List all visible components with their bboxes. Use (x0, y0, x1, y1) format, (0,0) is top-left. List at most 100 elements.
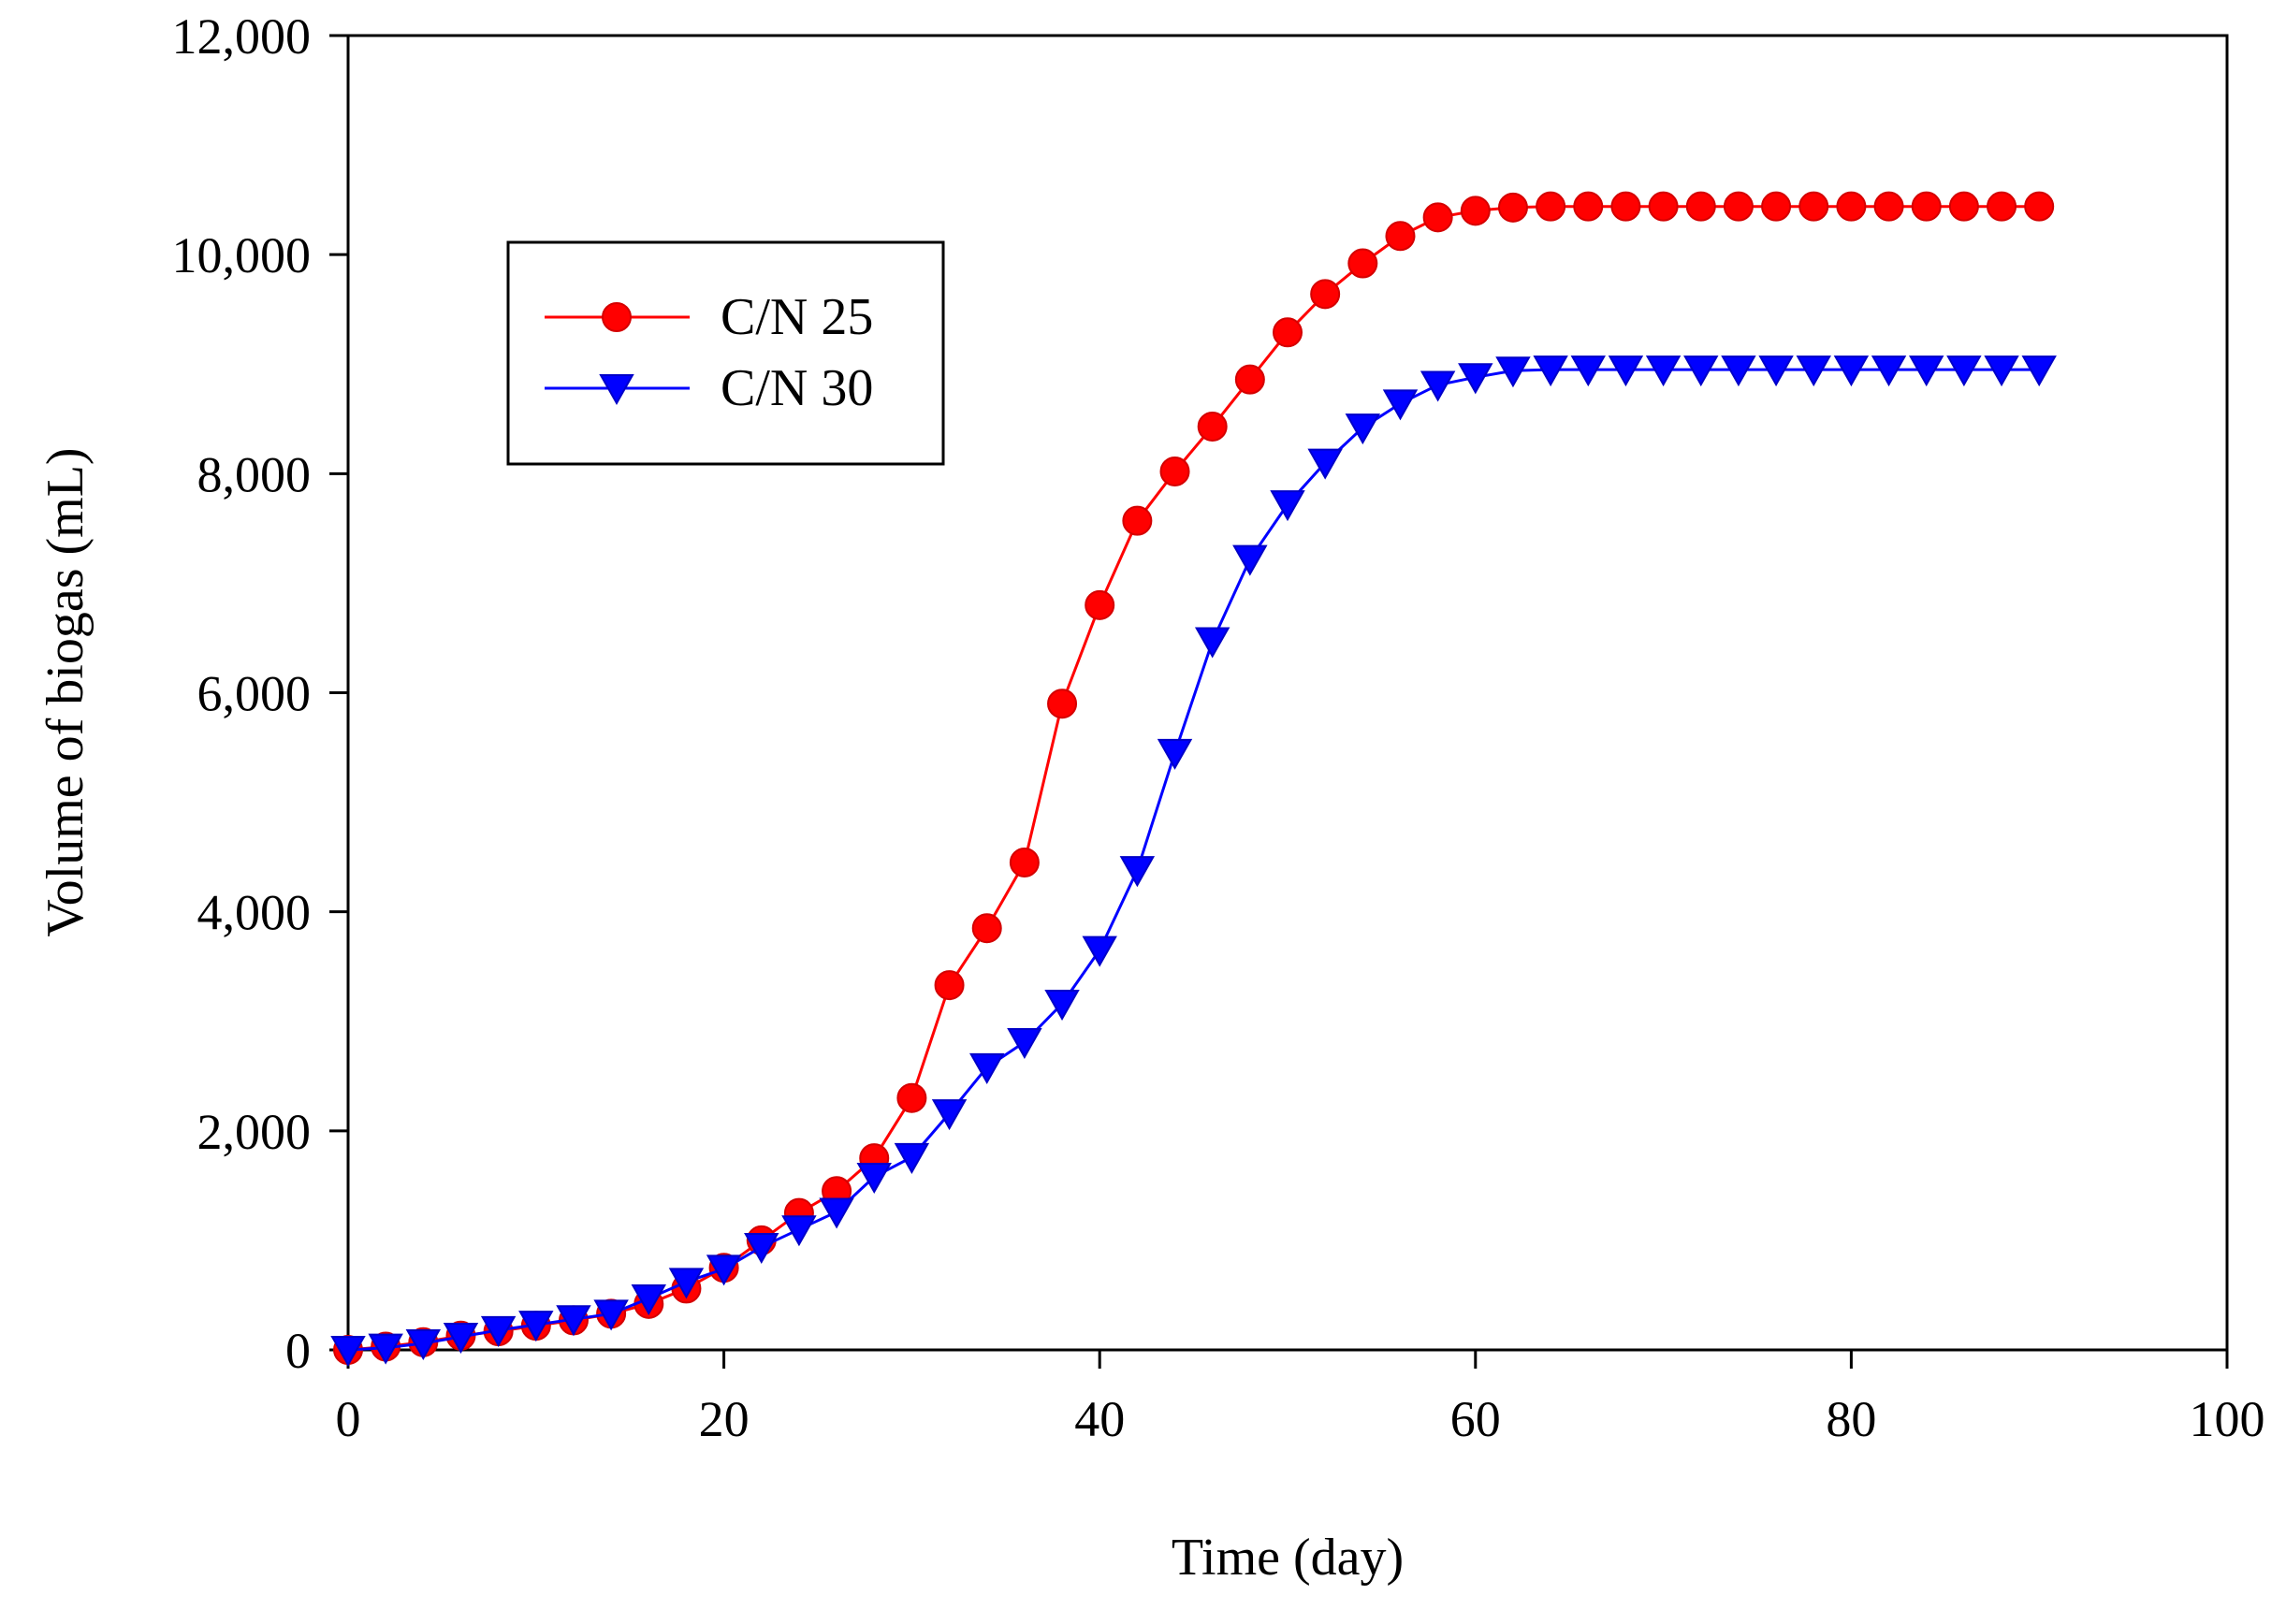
data-point-cn25 (1159, 456, 1190, 486)
x-tick-label: 60 (1450, 1391, 1501, 1447)
data-point-cn25 (2024, 191, 2055, 222)
y-tick-label: 10,000 (172, 227, 312, 283)
x-axis: 0 20 40 60 80 100 (336, 1350, 2265, 1447)
data-point-cn30 (405, 1328, 442, 1360)
data-point-cn30 (894, 1142, 930, 1174)
data-point-cn30 (1458, 363, 1493, 395)
plot-frame (346, 34, 2229, 1352)
x-tick-label: 100 (2190, 1391, 2265, 1447)
data-point-cn25 (1723, 191, 1754, 222)
legend-label-cn25: C/N 25 (721, 288, 873, 346)
data-point-cn30 (518, 1311, 554, 1342)
data-point-cn25 (1948, 191, 1979, 222)
series-c-n-30 (330, 355, 2057, 1368)
data-point-cn25 (1836, 191, 1867, 222)
data-point-cn30 (1796, 355, 1831, 387)
data-point-cn30 (593, 1299, 629, 1331)
x-tick-label: 20 (699, 1391, 750, 1447)
data-point-cn30 (631, 1283, 666, 1315)
data-point-cn25 (1536, 191, 1566, 222)
data-point-cn30 (781, 1215, 817, 1247)
series-layer (330, 191, 2057, 1368)
data-point-cn30 (1082, 935, 1117, 967)
data-point-cn30 (1382, 389, 1419, 421)
data-point-cn25 (1761, 191, 1792, 222)
data-point-cn30 (1683, 355, 1719, 387)
y-tick-label: 12,000 (172, 8, 312, 65)
data-point-cn30 (443, 1322, 479, 1354)
data-point-cn30 (1495, 356, 1531, 388)
data-point-cn25 (1273, 317, 1303, 348)
data-point-cn30 (1345, 413, 1381, 445)
data-point-cn25 (1497, 192, 1528, 223)
data-point-cn25 (1197, 411, 1228, 442)
x-tick-label: 0 (336, 1391, 361, 1447)
data-point-cn30 (969, 1052, 1005, 1084)
data-point-cn25 (1685, 191, 1716, 222)
data-point-cn25 (1347, 248, 1378, 279)
data-point-cn30 (744, 1232, 779, 1264)
data-point-cn25 (1085, 589, 1115, 620)
data-point-cn25 (1422, 202, 1453, 233)
data-point-cn30 (1007, 1028, 1042, 1060)
data-point-cn30 (1232, 544, 1268, 576)
data-point-cn30 (1570, 355, 1606, 387)
x-tick-label: 40 (1074, 1391, 1125, 1447)
data-point-cn30 (1608, 355, 1644, 387)
data-point-cn25 (896, 1082, 927, 1113)
data-point-cn30 (1758, 355, 1794, 387)
data-point-cn30 (819, 1197, 854, 1229)
data-point-cn25 (1987, 191, 2017, 222)
y-axis: 0 2,000 4,000 6,000 8,000 10,000 12,000 (172, 8, 348, 1379)
data-point-cn30 (706, 1254, 742, 1286)
y-tick-label: 0 (285, 1323, 311, 1379)
x-tick-label: 80 (1826, 1391, 1876, 1447)
data-point-cn30 (668, 1268, 705, 1299)
data-point-cn25 (1610, 191, 1641, 222)
data-point-cn30 (1307, 448, 1343, 480)
y-tick-label: 8,000 (197, 446, 312, 502)
data-point-cn25 (1122, 505, 1153, 536)
data-point-cn25 (1009, 847, 1040, 877)
data-point-cn30 (556, 1305, 591, 1337)
data-point-cn25 (1648, 191, 1679, 222)
y-tick-label: 6,000 (197, 666, 312, 722)
legend: C/N 25 C/N 30 (506, 240, 945, 466)
series-c-n-25-line (347, 205, 2040, 1352)
data-point-cn30 (1909, 355, 1944, 387)
data-point-cn30 (1645, 355, 1682, 387)
data-point-cn30 (2021, 355, 2057, 387)
legend-marker-cn30 (599, 374, 634, 406)
legend-marker-cn25 (602, 302, 632, 332)
data-point-cn30 (856, 1163, 892, 1195)
data-point-cn25 (1460, 196, 1491, 226)
data-point-cn30 (1157, 738, 1193, 770)
y-axis-title: Volume of biogas (mL) (36, 447, 95, 936)
data-point-cn30 (1270, 490, 1305, 522)
x-axis-title: Time (day) (1172, 1529, 1404, 1587)
data-point-cn25 (934, 970, 965, 1001)
data-point-cn30 (1194, 627, 1230, 659)
data-point-cn30 (1533, 355, 1568, 387)
data-point-cn30 (931, 1099, 968, 1131)
data-point-cn30 (1119, 856, 1156, 888)
data-point-cn30 (1833, 355, 1870, 387)
series-c-n-30-line (347, 368, 2040, 1352)
data-point-cn30 (1871, 355, 1907, 387)
legend-label-cn30: C/N 30 (721, 359, 873, 417)
data-point-cn25 (1873, 191, 1904, 222)
data-point-cn25 (1234, 364, 1265, 395)
data-point-cn30 (1984, 355, 2019, 387)
y-tick-label: 4,000 (197, 885, 312, 941)
data-point-cn25 (1385, 221, 1416, 252)
data-point-cn30 (368, 1333, 403, 1365)
data-point-cn25 (1911, 191, 1942, 222)
data-point-cn25 (1798, 191, 1829, 222)
legend-box (506, 240, 945, 466)
data-point-cn25 (971, 913, 1002, 944)
data-point-cn30 (330, 1336, 366, 1368)
data-point-cn25 (1047, 689, 1078, 719)
data-point-cn30 (1044, 990, 1080, 1022)
